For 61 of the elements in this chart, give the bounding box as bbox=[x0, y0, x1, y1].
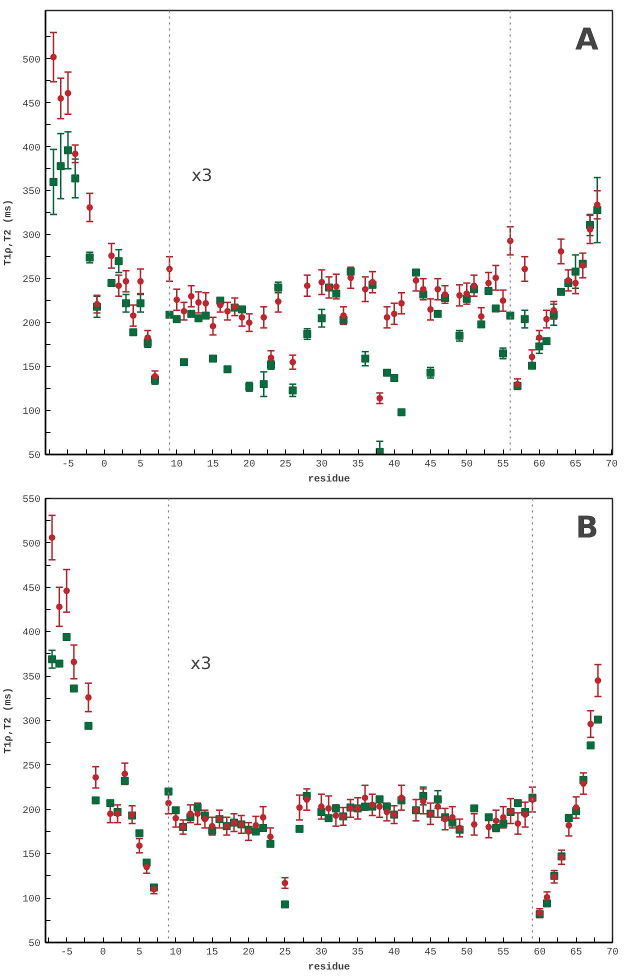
x-tick-label: 45 bbox=[424, 948, 437, 958]
x-tick-label: 35 bbox=[352, 460, 364, 470]
x-tick-label: -5 bbox=[60, 948, 73, 958]
x-tick-label: 35 bbox=[352, 948, 364, 958]
x-tick-label: 30 bbox=[316, 460, 328, 470]
x-tick-label: 45 bbox=[424, 460, 437, 470]
y-tick-label: 500 bbox=[22, 55, 41, 66]
y-tick-label: 250 bbox=[22, 761, 41, 772]
x-tick-label: 55 bbox=[497, 948, 510, 958]
x-tick-label: 15 bbox=[206, 948, 218, 958]
x-tick-label: 50 bbox=[460, 460, 473, 470]
x-tick-label: 0 bbox=[101, 460, 108, 470]
x-tick-label: 40 bbox=[388, 948, 400, 958]
x-axis-title: residue bbox=[308, 474, 350, 486]
y-tick-label: 300 bbox=[22, 231, 41, 242]
x-tick-label: 25 bbox=[279, 460, 292, 470]
y-tick-label: 150 bbox=[22, 363, 41, 374]
y-tick-label: 250 bbox=[22, 275, 41, 286]
x-tick-label: 65 bbox=[570, 460, 582, 470]
y-tick-label: 50 bbox=[28, 451, 41, 462]
y-axis-title: T1ρ,T2 (ms) bbox=[2, 687, 14, 754]
x-tick-label: 10 bbox=[170, 948, 182, 958]
y-tick-label: 200 bbox=[22, 806, 41, 817]
x-tick-label: 70 bbox=[606, 948, 619, 958]
annotation: A bbox=[575, 22, 600, 58]
y-tick-label: 100 bbox=[22, 407, 41, 418]
x-tick-label: 40 bbox=[388, 460, 400, 470]
y-tick-label: 500 bbox=[22, 539, 41, 550]
x-axis-title: residue bbox=[308, 962, 350, 974]
x-tick-label: 65 bbox=[570, 948, 582, 958]
x-tick-label: 60 bbox=[534, 948, 546, 958]
y-tick-label: 400 bbox=[22, 628, 41, 640]
annotation: x3 bbox=[190, 654, 212, 674]
y-tick-label: 400 bbox=[22, 143, 41, 154]
x-tick-label: 20 bbox=[243, 460, 256, 470]
y-axis-title: T1ρ,T2 (ms) bbox=[2, 199, 14, 266]
y-tick-label: 550 bbox=[22, 495, 41, 506]
y-tick-label: 50 bbox=[28, 939, 41, 950]
x-tick-label: 55 bbox=[497, 460, 510, 470]
y-tick-label: 150 bbox=[22, 850, 41, 862]
x-tick-label: 25 bbox=[278, 948, 291, 958]
y-tick-label: 300 bbox=[22, 717, 41, 728]
y-tick-label: 350 bbox=[22, 187, 41, 198]
x-tick-label: 5 bbox=[136, 948, 142, 958]
x-tick-label: 30 bbox=[315, 948, 328, 958]
y-tick-label: 100 bbox=[22, 894, 41, 906]
y-tick-label: 200 bbox=[22, 319, 41, 330]
x-tick-label: 70 bbox=[606, 460, 618, 470]
y-tick-label: 450 bbox=[22, 99, 41, 110]
x-tick-label: 20 bbox=[242, 948, 255, 958]
x-tick-label: 10 bbox=[170, 460, 183, 470]
y-tick-label: 350 bbox=[22, 672, 41, 684]
x-tick-label: 0 bbox=[100, 948, 106, 958]
x-tick-label: -5 bbox=[62, 460, 74, 470]
annotation: x3 bbox=[191, 166, 212, 186]
x-tick-label: 5 bbox=[137, 460, 144, 470]
x-tick-label: 60 bbox=[533, 460, 546, 470]
x-tick-label: 15 bbox=[206, 460, 220, 470]
x-tick-label: 50 bbox=[460, 948, 473, 958]
annotation: B bbox=[576, 510, 599, 546]
y-tick-label: 450 bbox=[22, 584, 41, 595]
